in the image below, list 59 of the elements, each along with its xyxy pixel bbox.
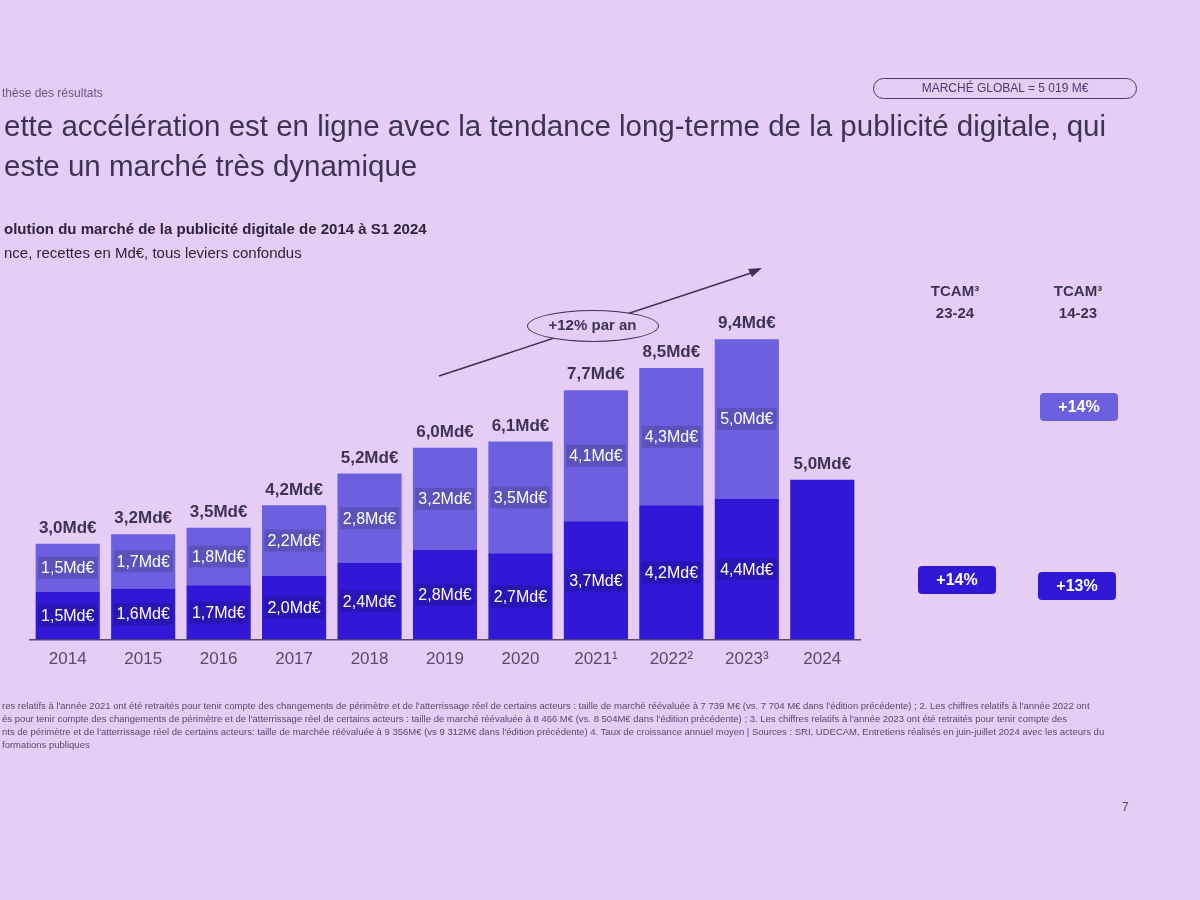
text: MARCHÉ GLOBAL = 5 019 M€ <box>873 78 1137 99</box>
data-label: 2,4Md€ <box>342 592 397 610</box>
x-tick-label: 2014 <box>48 649 87 669</box>
data-label: 3,2Md€ <box>418 490 472 508</box>
x-tick-label: 2024 <box>803 649 842 669</box>
data-label: 5,0Md€ <box>720 410 774 428</box>
data-label: 2,8Md€ <box>418 586 472 604</box>
data-label: 1,8Md€ <box>191 547 246 565</box>
text: és pour tenir compte des changements de périmètre et de l'atterrissage réel de certains acteurs : taille de marché réévaluée à 8 466 M€ (vs. 8 504M€ dans l'édition précédente) ; 3. Les chiffres relatifs à l'année 2023 ont été retraités pour tenir compte des <box>2 713 1068 724</box>
x-tick-label: 2019 <box>426 649 464 669</box>
total-label: 9,4Md€ <box>718 313 777 333</box>
data-label: 4,3Md€ <box>644 428 699 446</box>
data-label: 1,5Md€ <box>41 607 95 625</box>
total-label: 5,2Md€ <box>340 447 399 467</box>
data-label: 4,2Md€ <box>644 563 699 581</box>
data-label: 4,1Md€ <box>569 447 623 465</box>
text: TCAM³ 23-24 <box>929 281 981 323</box>
data-label: 2,8Md€ <box>342 509 397 527</box>
text: TCAM³ 14-23 <box>1052 281 1104 323</box>
text: formations publiques <box>2 739 90 750</box>
x-tick-label: 2016 <box>199 649 238 669</box>
x-tick-label: 2021¹ <box>574 649 618 669</box>
data-label: 1,5Md€ <box>41 559 95 577</box>
data-label: 3,5Md€ <box>493 488 548 506</box>
chart-subtitle: olution du marché de la publicité digitale de 2014 à S1 2024 <box>4 220 427 237</box>
x-tick-label: 2015 <box>124 649 163 669</box>
data-label: 1,6Md€ <box>116 605 170 623</box>
data-label: 2,2Md€ <box>267 531 321 549</box>
chart-title: ette accélération est en ligne avec la tendance long-terme de la publicité digitale, qui este un marché très dynamique <box>4 108 1108 184</box>
total-label: 6,0Md€ <box>416 422 475 442</box>
total-label: 7,7Md€ <box>567 364 626 384</box>
text: +13% <box>1038 572 1116 600</box>
data-label: 2,0Md€ <box>267 599 321 617</box>
text: 7 <box>1122 800 1129 814</box>
text: +14% <box>1040 393 1118 421</box>
data-label: 3,7Md€ <box>569 571 623 589</box>
x-tick-label: 2020 <box>501 649 540 669</box>
data-label: 4,4Md€ <box>720 560 774 578</box>
total-label: 3,5Md€ <box>189 501 248 521</box>
x-tick-label: 2022² <box>649 649 694 669</box>
x-tick-label: 2023³ <box>725 649 769 669</box>
data-label: 1,7Md€ <box>116 552 170 570</box>
total-label: 3,0Md€ <box>38 517 98 537</box>
text: thèse des résultats <box>2 86 103 100</box>
total-label: 3,2Md€ <box>114 508 173 528</box>
text: nts de périmètre et de l'atterrissage réel de certains acteurs: taille de marchée réévaluée à 9 356M€ (vs 9 312M€ dans l'édition précédente) 4. Taux de croissance annuel moyen | Sources : SRI, UDECAM, Entretiens réalisés en juin-juillet 2024 avec les acteurs du <box>2 726 1105 737</box>
total-label: 5,0Md€ <box>793 453 852 473</box>
x-tick-label: 2017 <box>275 649 313 669</box>
x-tick-label: 2018 <box>350 649 389 669</box>
data-label: 2,7Md€ <box>493 587 548 605</box>
text: res relatifs à l'année 2021 ont été retraités pour tenir compte des changements de périmètre et de l'atterrissage réel de certains acteurs : taille de marché réévaluée à 7 739 M€ (vs. 7 704 M€ dans l'édition précédente) ; 2. Les chiffres relatifs à l'année 2022 ont <box>2 700 1090 711</box>
text: nce, recettes en Md€, tous leviers confondus <box>4 244 302 261</box>
total-label: 6,1Md€ <box>491 415 550 435</box>
data-label: 1,7Md€ <box>191 603 246 621</box>
text: +14% <box>918 566 996 594</box>
total-label: 4,2Md€ <box>265 479 324 499</box>
bar <box>790 479 855 640</box>
total-label: 8,5Md€ <box>642 342 701 362</box>
text: +12% par an <box>547 316 638 333</box>
